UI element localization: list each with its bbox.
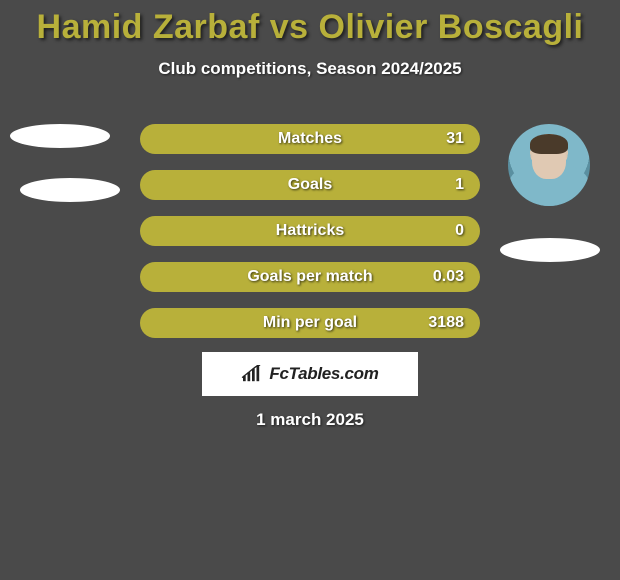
date-label: 1 march 2025 — [256, 410, 364, 430]
player-left-avatar-placeholder — [10, 124, 110, 148]
stat-bar-goals-per-match: Goals per match 0.03 — [140, 262, 480, 292]
stat-value: 0 — [455, 222, 464, 240]
stat-bar-matches: Matches 31 — [140, 124, 480, 154]
stat-bar-min-per-goal: Min per goal 3188 — [140, 308, 480, 338]
stat-value: 3188 — [428, 314, 464, 332]
subtitle: Club competitions, Season 2024/2025 — [0, 59, 620, 79]
player-right-name-placeholder — [500, 238, 600, 262]
logo-text: FcTables.com — [269, 364, 378, 384]
stat-label: Min per goal — [263, 314, 357, 332]
stat-label: Matches — [278, 130, 342, 148]
stat-value: 0.03 — [433, 268, 464, 286]
stat-bars: Matches 31 Goals 1 Hattricks 0 Goals per… — [140, 124, 480, 354]
bar-chart-icon — [241, 365, 263, 383]
player-right-avatar — [508, 124, 590, 206]
page-title: Hamid Zarbaf vs Olivier Boscagli — [0, 0, 620, 47]
stat-label: Hattricks — [276, 222, 344, 240]
fctables-logo[interactable]: FcTables.com — [202, 352, 418, 396]
player-left-name-placeholder — [20, 178, 120, 202]
stat-value: 1 — [455, 176, 464, 194]
stat-label: Goals — [288, 176, 332, 194]
stat-bar-hattricks: Hattricks 0 — [140, 216, 480, 246]
stat-label: Goals per match — [247, 268, 372, 286]
stat-bar-goals: Goals 1 — [140, 170, 480, 200]
stat-value: 31 — [446, 130, 464, 148]
